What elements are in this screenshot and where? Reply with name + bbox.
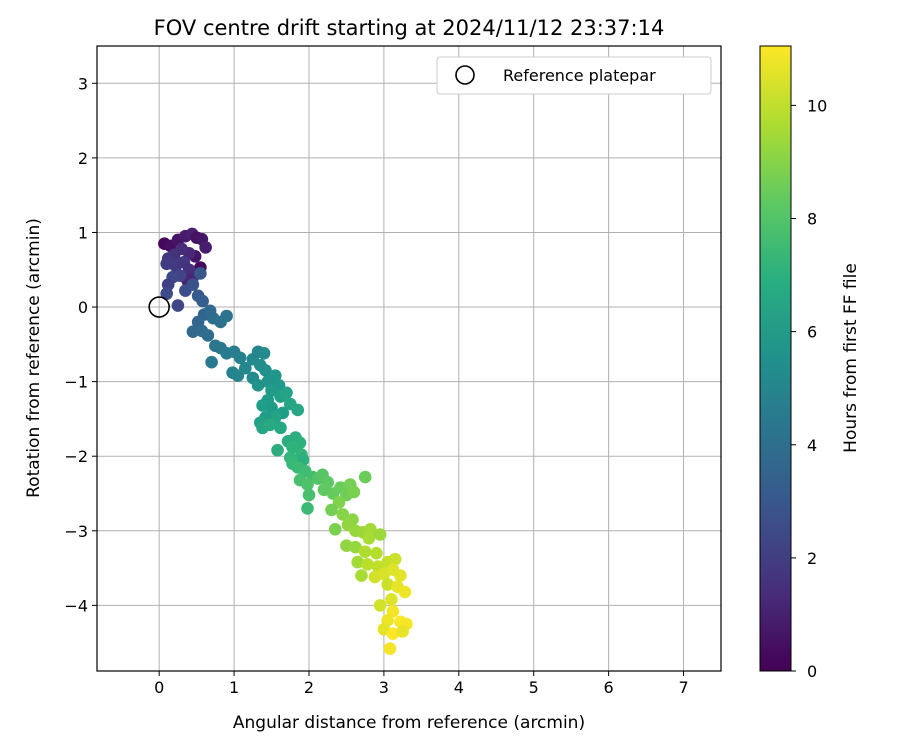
scatter-point xyxy=(171,299,185,312)
scatter-point xyxy=(351,555,364,569)
y-tick-label: −2 xyxy=(64,447,88,466)
scatter-point xyxy=(355,569,368,582)
x-tick-label: 0 xyxy=(154,678,164,697)
y-tick-label: −1 xyxy=(64,373,88,392)
y-tick-label: −4 xyxy=(64,596,88,615)
scatter-point xyxy=(259,364,272,377)
x-tick-label: 2 xyxy=(304,678,314,697)
data-points xyxy=(158,227,413,655)
colorbar-ticks: 0 2 4 6 8 10 xyxy=(791,96,827,681)
chart-title: FOV centre drift starting at 2024/11/12 … xyxy=(154,16,665,40)
legend-entry-label: Reference platepar xyxy=(503,66,656,85)
colorbar-gradient xyxy=(759,45,792,672)
scatter-point xyxy=(394,569,407,582)
scatter-point xyxy=(398,585,412,599)
scatter-point xyxy=(265,384,278,397)
scatter-point xyxy=(203,304,217,318)
scatter-point xyxy=(239,361,252,375)
plot-frame xyxy=(96,45,722,672)
x-tick-label: 7 xyxy=(678,678,688,697)
scatter-point xyxy=(396,625,409,638)
legend-marker-icon xyxy=(455,65,475,85)
scatter-point xyxy=(386,627,400,641)
scatter-point xyxy=(271,443,284,457)
scatter-point xyxy=(358,545,372,558)
scatter-point xyxy=(274,421,287,435)
scatter-point xyxy=(383,642,397,655)
scatter-point xyxy=(186,278,200,291)
scatter-point xyxy=(199,241,212,254)
scatter-point xyxy=(336,508,350,521)
x-tick-label: 6 xyxy=(604,678,614,697)
colorbar-label: Hours from first FF file xyxy=(841,263,861,453)
y-axis-label: Rotation from reference (arcmin) xyxy=(24,218,44,498)
scatter-point xyxy=(373,528,387,541)
scatter-point xyxy=(325,503,338,517)
scatter-point xyxy=(302,488,316,502)
scatter-point xyxy=(361,558,374,571)
colorbar-tick-label: 8 xyxy=(807,210,817,229)
grid-lines xyxy=(97,46,721,671)
scatter-point xyxy=(186,325,200,338)
y-tick-label: 1 xyxy=(78,223,88,242)
scatter-point xyxy=(220,309,233,323)
y-axis-ticks: 3 2 1 0 −1 −2 −3 −4 xyxy=(64,74,97,615)
scatter-point xyxy=(205,355,218,369)
scatter-point xyxy=(385,593,398,606)
scatter-point xyxy=(160,287,173,300)
colorbar-tick-label: 10 xyxy=(807,96,827,115)
scatter-point xyxy=(263,418,277,432)
scatter-point xyxy=(251,379,265,392)
x-axis-ticks: 0 1 2 3 4 5 6 7 xyxy=(154,671,689,697)
legend: Reference platepar xyxy=(436,56,712,95)
scatter-point xyxy=(381,578,394,591)
scatter-point xyxy=(265,401,278,415)
scatter-point xyxy=(286,440,299,454)
colorbar-tick-label: 4 xyxy=(807,436,817,455)
y-tick-label: 2 xyxy=(78,149,88,168)
x-axis-label: Angular distance from reference (arcmin) xyxy=(233,713,585,733)
scatter-point xyxy=(280,386,293,400)
colorbar-tick-label: 0 xyxy=(807,662,817,681)
scatter-point xyxy=(370,546,383,560)
scatter-point xyxy=(301,502,314,515)
x-tick-label: 4 xyxy=(454,678,464,697)
colorbar: 0 2 4 6 8 10 Hours from first FF file xyxy=(759,45,861,681)
x-tick-label: 3 xyxy=(379,678,389,697)
scatter-point xyxy=(257,346,271,360)
y-tick-label: 3 xyxy=(78,74,88,93)
scatter-point xyxy=(268,369,282,382)
scatter-point xyxy=(358,470,372,484)
scatter-point xyxy=(233,351,247,365)
scatter-point xyxy=(347,485,361,499)
x-tick-label: 1 xyxy=(229,678,239,697)
scatter-point xyxy=(196,294,209,308)
colorbar-tick-label: 6 xyxy=(807,323,817,342)
y-tick-label: −3 xyxy=(64,522,88,541)
scatter-point xyxy=(362,531,376,545)
scatter-point xyxy=(194,267,207,280)
legend-box xyxy=(436,56,712,95)
scatter-point xyxy=(373,599,387,612)
y-tick-label: 0 xyxy=(78,298,88,317)
scatter-point xyxy=(328,522,342,536)
scatter-point xyxy=(349,540,362,554)
reference-platepar-marker xyxy=(148,296,170,318)
scatter-point xyxy=(388,552,402,566)
x-tick-label: 5 xyxy=(529,678,539,697)
colorbar-tick-label: 2 xyxy=(807,549,817,568)
scatter-point xyxy=(291,403,305,417)
scatter-point xyxy=(301,478,314,491)
scatter-point xyxy=(201,329,215,342)
